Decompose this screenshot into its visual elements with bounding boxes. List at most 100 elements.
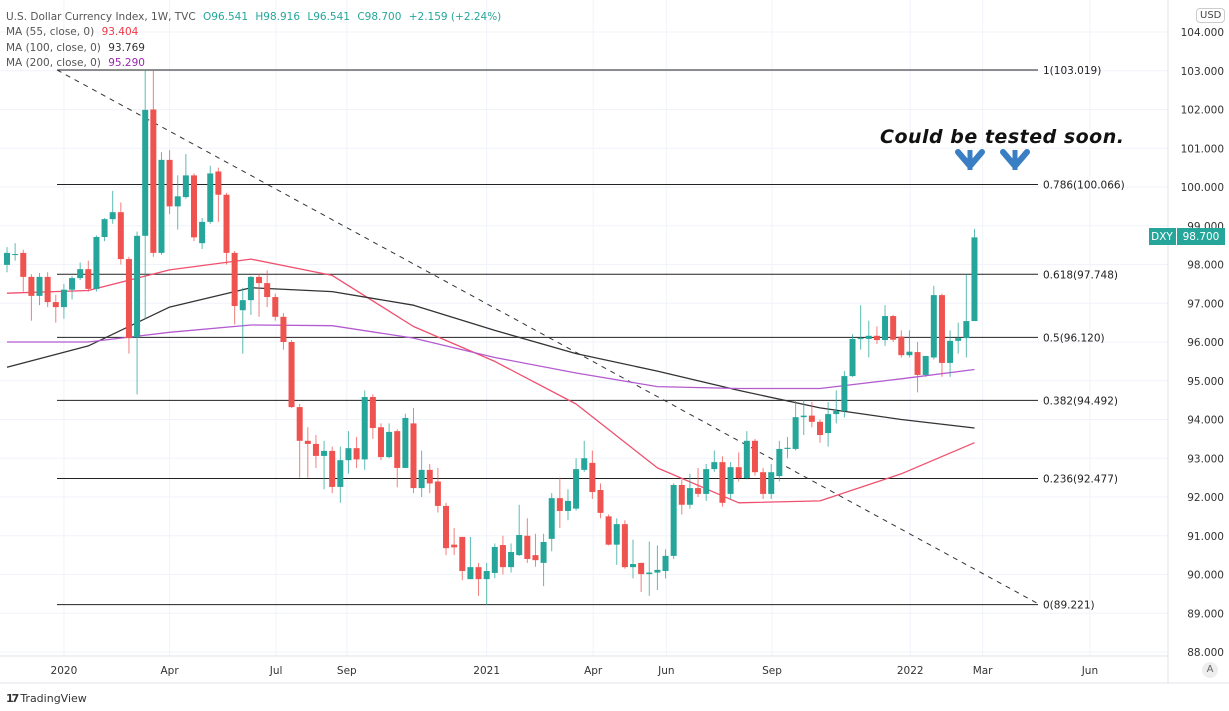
candle-up — [654, 545, 661, 590]
candle-down — [459, 536, 466, 581]
candle-body — [540, 541, 547, 563]
price-axis-labels: 104.000103.000102.000101.000100.00099.00… — [1181, 27, 1224, 659]
time-tick-label[interactable]: Apr — [161, 665, 180, 677]
time-tick-label[interactable]: Jun — [1081, 665, 1098, 677]
candle-body — [475, 567, 482, 580]
candle-body — [776, 448, 783, 477]
candle-body — [101, 219, 108, 237]
price-tick-label: 94.000 — [1187, 415, 1224, 427]
candle-body — [190, 175, 197, 238]
time-axis-labels[interactable]: 2020 Apr Jul Sep 2021 Apr Jun Sep 2022 Mar Jun — [51, 665, 1099, 677]
trendline[interactable] — [56, 69, 1041, 606]
candle-down — [190, 173, 197, 242]
candle-body — [337, 460, 344, 487]
candle-body — [711, 462, 718, 470]
candle-body — [605, 516, 612, 545]
price-tick-label: 89.000 — [1187, 608, 1224, 620]
candle-body — [638, 562, 645, 575]
candle-up — [922, 355, 929, 377]
candle-body — [703, 469, 710, 494]
candle-body — [499, 545, 506, 568]
ma100-legend[interactable]: MA (100, close, 0) 93.769 — [6, 41, 501, 56]
candle-body — [817, 421, 823, 435]
moving-averages — [6, 258, 975, 504]
candle-up — [833, 390, 840, 424]
candle-body — [686, 488, 693, 505]
symbol-legend[interactable]: U.S. Dollar Currency Index, 1W, TVC O96.… — [6, 10, 501, 25]
fib-retracement[interactable]: 1(103.019) 0.786(100.066) 0.618(97.748) 0.5… — [57, 65, 1125, 612]
candle-up — [825, 402, 832, 447]
candle-up — [573, 458, 580, 511]
candle-down — [231, 250, 238, 325]
candle-body — [85, 269, 92, 289]
candle-body — [207, 173, 214, 222]
price-axis[interactable] — [1168, 0, 1229, 683]
candle-up — [321, 440, 328, 490]
candle-body — [272, 297, 279, 317]
time-tick-label[interactable]: Mar — [973, 665, 993, 677]
candle-body — [467, 567, 474, 580]
candle-body — [719, 462, 726, 503]
candle-down — [296, 404, 303, 478]
time-tick-label[interactable]: Sep — [762, 665, 782, 677]
candle-up — [109, 190, 116, 224]
price-tick-label: 104.000 — [1181, 27, 1224, 39]
price-tick-label: 88.000 — [1187, 647, 1224, 659]
candle-up — [182, 154, 189, 199]
candle-down — [873, 326, 880, 344]
candle-down — [914, 342, 921, 393]
tradingview-brand[interactable]: 17 TradingView — [6, 692, 87, 705]
time-tick-label[interactable]: 2020 — [51, 665, 78, 677]
candle-body — [516, 534, 523, 556]
candle-body — [239, 300, 246, 311]
ma55-legend[interactable]: MA (55, close, 0) 93.404 — [6, 25, 501, 40]
candle-body — [459, 536, 466, 572]
ma200-legend[interactable]: MA (200, close, 0) 95.290 — [6, 56, 501, 71]
candle-body — [345, 448, 352, 461]
candle-up — [101, 218, 108, 242]
currency-button[interactable]: USD — [1196, 8, 1226, 23]
time-tick-label[interactable]: Apr — [584, 665, 603, 677]
ma200-value: 95.290 — [108, 56, 145, 69]
candle-up — [60, 283, 67, 319]
fib-level-label: 0.5(96.120) — [1043, 332, 1105, 344]
time-tick-label[interactable]: 2022 — [897, 665, 924, 677]
candle-body — [434, 481, 441, 506]
time-tick-label[interactable]: Jul — [269, 665, 283, 677]
fib-level-label: 1(103.019) — [1043, 65, 1101, 77]
ma55-line — [6, 258, 975, 504]
candle-body — [117, 212, 124, 260]
candle-body — [589, 462, 596, 492]
candle-body — [849, 338, 856, 377]
candle-down — [166, 150, 173, 215]
price-tick-label: 96.000 — [1187, 337, 1224, 349]
time-tick-label[interactable]: Jun — [657, 665, 674, 677]
candle-body — [109, 212, 116, 220]
candle-body — [93, 236, 100, 289]
candle-body — [670, 484, 677, 556]
candle-body — [930, 295, 937, 358]
candle-body — [483, 571, 490, 580]
ma100-value: 93.769 — [108, 41, 145, 54]
candle-up — [69, 276, 76, 300]
candle-body — [597, 490, 604, 513]
candle-body — [491, 546, 498, 573]
fib-level-label: 0.382(94.492) — [1043, 395, 1118, 407]
ma55-value: 93.404 — [101, 26, 139, 39]
price-tick-label: 95.000 — [1187, 376, 1224, 388]
candle-body — [564, 500, 571, 511]
candle-body — [760, 472, 767, 494]
candle-body — [906, 351, 913, 356]
candle-up — [142, 69, 149, 319]
annotation-text[interactable]: Could be tested soon. — [880, 126, 1125, 148]
candle-body — [321, 450, 328, 456]
candle-body — [792, 417, 799, 449]
candle-down — [410, 407, 417, 494]
fib-level-label: 0.786(100.066) — [1043, 179, 1125, 191]
candle-down — [475, 562, 482, 596]
time-tick-label[interactable]: 2021 — [473, 665, 500, 677]
auto-scale-button[interactable]: A — [1202, 662, 1218, 678]
time-tick-label[interactable]: Sep — [337, 665, 357, 677]
candle-body — [329, 450, 336, 487]
